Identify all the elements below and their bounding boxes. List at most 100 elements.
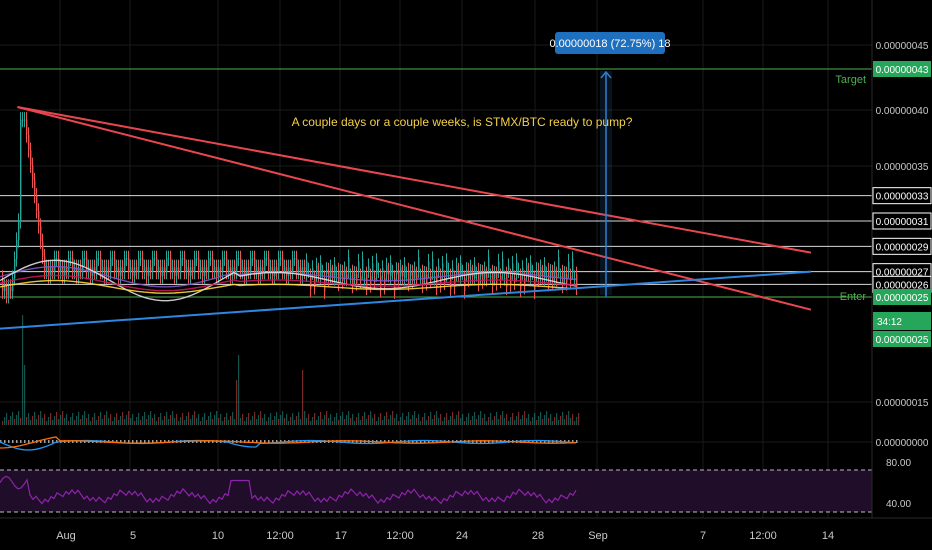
- candle-body: [368, 265, 370, 271]
- volume-bar: [118, 420, 120, 425]
- volume-bar: [110, 414, 112, 425]
- macd-histogram-bar: [252, 440, 254, 443]
- candle-body: [264, 258, 266, 272]
- volume-bar: [436, 411, 438, 425]
- volume-bar: [8, 420, 10, 425]
- volume-bar: [222, 421, 224, 425]
- candle-body: [500, 276, 502, 281]
- volume-bar: [578, 413, 580, 425]
- candle-body: [526, 265, 528, 275]
- candle-body: [224, 258, 226, 260]
- macd-histogram-bar: [136, 440, 138, 443]
- candle-body: [284, 267, 286, 272]
- volume-bar: [452, 412, 454, 425]
- volume-bar: [226, 413, 228, 425]
- macd-histogram-bar: [272, 440, 274, 443]
- candle-body: [84, 258, 86, 260]
- candle-body: [16, 240, 18, 259]
- candle-body: [534, 278, 536, 292]
- volume-bar: [30, 420, 32, 425]
- candle-body: [408, 270, 410, 284]
- volume-bar: [358, 413, 360, 425]
- candle-body: [252, 258, 254, 260]
- macd-histogram-bar: [344, 440, 346, 443]
- price-axis[interactable]: 0.00000045 0.00000040 0.00000035 0.00000015…: [871, 0, 929, 518]
- candle-body: [150, 267, 152, 272]
- volume-bar: [538, 416, 540, 425]
- chart-annotation[interactable]: A couple days or a couple weeks, is STMX…: [292, 115, 633, 129]
- volume-bar: [212, 419, 214, 425]
- current-price-label: 0.00000025: [876, 335, 929, 346]
- level-tag-enter: Enter: [840, 291, 867, 303]
- macd-histogram-bar: [124, 440, 126, 443]
- volume-bar: [132, 414, 134, 425]
- volume-bar: [260, 411, 262, 425]
- candle-body: [564, 273, 566, 278]
- volume-bar: [188, 412, 190, 425]
- candle-body: [380, 276, 382, 290]
- candle-body: [164, 267, 166, 272]
- volume-bar: [410, 419, 412, 425]
- candle-body: [554, 269, 556, 278]
- candle-body: [160, 267, 162, 277]
- candle-body: [166, 258, 168, 272]
- volume-bar: [460, 418, 462, 425]
- candle-body: [292, 258, 294, 272]
- candle-body: [410, 271, 412, 277]
- candle-body: [212, 258, 214, 272]
- candle-body: [208, 258, 210, 272]
- volume-bar: [332, 421, 334, 425]
- volume-bar: [60, 415, 62, 425]
- volume-bar: [86, 418, 88, 425]
- candle-body: [138, 258, 140, 272]
- volume-bar: [526, 418, 528, 425]
- macd-histogram-bar: [260, 440, 262, 443]
- moving-averages: [0, 259, 577, 302]
- volume-bar: [542, 419, 544, 425]
- volume-bar: [252, 416, 254, 425]
- candle-body: [394, 278, 396, 292]
- candle-body: [286, 267, 288, 277]
- candle-body: [424, 273, 426, 278]
- macd-histogram-bar: [348, 440, 350, 443]
- volume-bar: [56, 412, 58, 425]
- candle-body: [482, 272, 484, 282]
- volume-bar: [34, 412, 36, 425]
- time-axis[interactable]: Aug 5 10 12:00 17 12:00 24 28 Sep 7 12:00 14: [0, 517, 932, 542]
- candle-body: [200, 267, 202, 272]
- volume-bar: [102, 419, 104, 425]
- candle-body: [250, 258, 252, 272]
- volume-bar: [340, 416, 342, 425]
- volume-bar: [560, 416, 562, 425]
- candle-body: [546, 274, 548, 276]
- volume-bar: [180, 417, 182, 425]
- candle-body: [540, 267, 542, 277]
- candle-body: [18, 221, 20, 240]
- trendlines[interactable]: [0, 106, 812, 330]
- candle-body: [20, 119, 22, 221]
- horizontal-levels[interactable]: 0.00000043 Target 0.00000033 0.00000031 0.00…: [0, 61, 932, 347]
- macd-histogram-bar: [536, 440, 538, 443]
- candle-body: [174, 267, 176, 277]
- candle-body: [226, 258, 228, 272]
- volume-bar: [114, 417, 116, 425]
- level-price-box: [873, 289, 931, 305]
- volume-bar: [328, 418, 330, 425]
- macd-histogram-bar: [12, 440, 14, 443]
- candle-body: [72, 258, 74, 272]
- candle-body: [2, 278, 4, 292]
- macd-histogram-bar: [300, 440, 302, 443]
- volume-bar: [284, 418, 286, 425]
- candle-body: [502, 259, 504, 273]
- volume-bar: [190, 419, 192, 425]
- volume-bar: [204, 413, 206, 425]
- price-range-measure[interactable]: 0.00000018 (72.75%) 18: [549, 32, 671, 297]
- level-price-label: 0.00000043: [876, 65, 929, 76]
- volume-bar: [296, 416, 298, 425]
- volume-bar: [564, 419, 566, 425]
- candle-body: [180, 258, 182, 272]
- macd-histogram-bar: [48, 440, 50, 443]
- volume-bar: [100, 412, 102, 425]
- candle-body: [452, 267, 454, 273]
